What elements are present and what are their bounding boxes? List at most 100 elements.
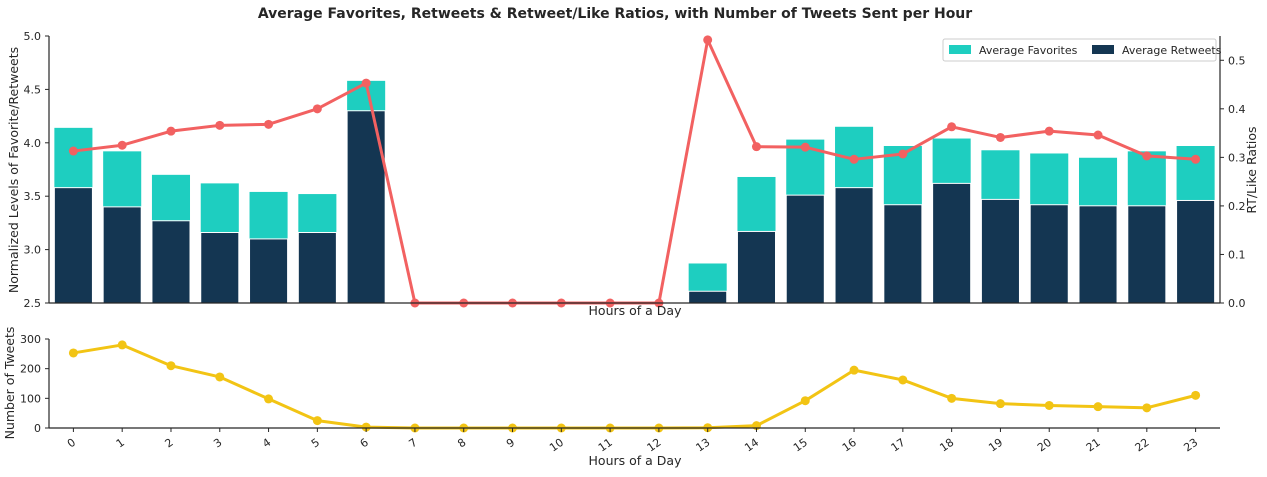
tweets-point [312, 416, 322, 426]
ratio-point [215, 120, 225, 130]
chart-title: Average Favorites, Retweets & Retweet/Li… [258, 6, 972, 22]
tweets-point [68, 348, 78, 358]
ratio-point [166, 126, 176, 136]
tweets-point [1093, 402, 1103, 412]
ratio-point [117, 140, 127, 150]
legend-label-favorites: Average Favorites [979, 44, 1078, 57]
top-y2-tick-label: 0.0 [1228, 297, 1246, 310]
tweets-point [215, 372, 225, 382]
ratio-point [68, 146, 78, 156]
tweets-point [995, 399, 1005, 409]
top-axes: 2.5 3.0 3.5 4.0 4.5 5.0 0.0 0.1 0.2 0.3 0.4 0.5 [24, 30, 1246, 310]
retweets-bar [932, 182, 972, 304]
bottom-x-tick-label: 2 [163, 436, 176, 451]
retweets-bars [53, 110, 1216, 304]
bottom-y-tick-label: 0 [34, 422, 41, 435]
ratio-point [751, 142, 761, 152]
ratio-point [1142, 151, 1152, 161]
tweets-point [117, 340, 127, 350]
top-y2-tick-label: 0.4 [1228, 103, 1246, 116]
ratio-point [361, 78, 371, 88]
top-y2-tick-label: 0.2 [1228, 200, 1246, 213]
bottom-x-tick-label: 8 [455, 436, 468, 451]
ratio-point [312, 104, 322, 114]
tweets-point [361, 422, 371, 432]
bottom-x-tick-label: 22 [1133, 436, 1152, 455]
bottom-x-tick-label: 23 [1181, 436, 1200, 455]
top-y-axis-label: Normalized Levels of Favorite/Retweets [6, 47, 21, 293]
bottom-x-tick-label: 11 [596, 436, 615, 455]
top-y2-tick-label: 0.5 [1228, 54, 1246, 67]
retweets-bar [1029, 204, 1069, 304]
bottom-x-tick-label: 17 [889, 436, 908, 455]
top-y-tick-label: 3.0 [24, 244, 42, 257]
bottom-x-tick-label: 10 [547, 436, 566, 455]
ratio-point [703, 35, 713, 45]
tweets-point [264, 394, 274, 404]
bottom-x-tick-label: 3 [211, 436, 224, 451]
ratio-point [947, 122, 957, 132]
tweets-point [898, 375, 908, 385]
ratio-point [264, 119, 274, 129]
tweets-point [166, 361, 176, 371]
retweets-bar [151, 220, 191, 304]
ratio-point [849, 154, 859, 164]
bottom-x-tick-label: 7 [406, 436, 419, 451]
bottom-x-tick-label: 13 [693, 436, 712, 455]
retweets-bar [883, 204, 923, 304]
top-panel: 2.5 3.0 3.5 4.0 4.5 5.0 0.0 0.1 0.2 0.3 0.4 0.5 Hou… [6, 30, 1259, 318]
bottom-x-tick-label: 18 [937, 436, 956, 455]
bottom-x-tick-label: 6 [358, 436, 371, 451]
retweets-bar [249, 238, 289, 304]
bottom-y-tick-label: 200 [20, 363, 41, 376]
legend-box [942, 38, 1217, 62]
retweets-bar [688, 290, 728, 304]
ratio-point [1044, 126, 1054, 136]
retweets-bar [200, 232, 240, 304]
tweets-line [73, 343, 1196, 430]
retweets-bar [736, 230, 777, 304]
bottom-x-tick-label: 20 [1035, 436, 1054, 455]
top-y2-tick-label: 0.1 [1228, 248, 1246, 261]
tweets-point [947, 393, 957, 403]
top-y-tick-label: 4.0 [24, 137, 42, 150]
tweets-point [1142, 403, 1152, 413]
legend-swatch-favorites [949, 45, 971, 54]
legend-label-retweets: Average Retweets [1122, 44, 1222, 57]
top-y2-axis-label: RT/Like Ratios [1244, 126, 1259, 213]
bottom-y-tick-label: 300 [20, 333, 41, 346]
bottom-x-tick-label: 21 [1084, 436, 1103, 455]
tweets-line-series [68, 340, 1201, 433]
bottom-y-tick-label: 100 [20, 392, 41, 405]
retweets-bar [102, 206, 142, 304]
tweets-point [800, 396, 810, 406]
retweets-bar [980, 198, 1020, 304]
bottom-x-tick-label: 9 [504, 436, 517, 451]
bottom-x-tick-label: 0 [65, 436, 78, 451]
retweets-bar [53, 187, 93, 304]
bottom-x-tick-label: 15 [791, 436, 810, 455]
ratio-point [1191, 154, 1201, 164]
retweets-bar [785, 194, 825, 304]
retweets-bar [297, 232, 337, 304]
bottom-x-tick-label: 4 [260, 436, 273, 451]
bottom-x-tick-label: 16 [840, 436, 859, 455]
ratio-point [800, 142, 810, 152]
ratio-point [1093, 130, 1103, 140]
ratio-line [73, 38, 1196, 305]
bottom-x-tick-label: 1 [114, 436, 127, 451]
bottom-x-tick-label: 12 [645, 436, 664, 455]
retweets-bar [1127, 205, 1167, 304]
bottom-y-axis-label: Number of Tweets [2, 327, 17, 440]
bottom-x-axis-label: Hours of a Day [589, 453, 683, 468]
bottom-x-tick-label: 19 [986, 436, 1005, 455]
top-y-tick-label: 4.5 [24, 83, 42, 96]
top-x-axis-label: Hours of a Day [589, 303, 683, 318]
ratio-point [898, 149, 908, 159]
top-y-tick-label: 2.5 [24, 297, 42, 310]
legend-swatch-retweets [1092, 45, 1114, 54]
legend: Average Favorites Average Retweets [942, 38, 1222, 62]
